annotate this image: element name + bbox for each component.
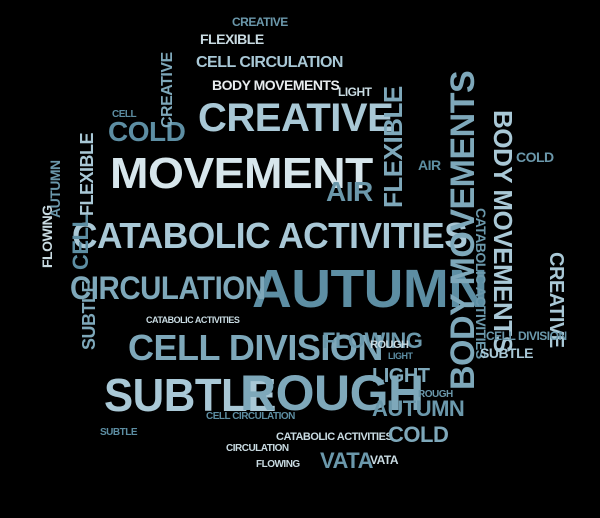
word-flexible: FLEXIBLE xyxy=(378,86,408,208)
word-catabolic-small: CATABOLIC ACTIVITIES xyxy=(276,431,393,443)
word-rough: ROUGH xyxy=(240,365,424,421)
word-movement: MOVEMENT xyxy=(110,149,373,198)
word-light-tiny: LIGHT xyxy=(388,351,413,361)
word-subtle-small: SUBTLE xyxy=(480,345,534,361)
word-vata: VATA xyxy=(320,448,374,473)
word-cell-left: CELL xyxy=(68,214,93,270)
word-light: LIGHT xyxy=(372,365,430,387)
word-light-small: LIGHT xyxy=(338,85,372,99)
word-autumn-left: AUTUMN xyxy=(47,160,63,218)
word-cell-division-small: CELL DIVISION xyxy=(486,329,567,343)
word-autumn-small: AUTUMN xyxy=(372,396,465,421)
word-body-movements-small: BODY MOVEMENTS xyxy=(212,77,340,93)
word-air-small: AIR xyxy=(418,157,441,173)
word-cell-circulation: CELL CIRCULATION xyxy=(196,54,343,71)
word-cold-right: COLD xyxy=(516,149,554,165)
word-catabolic-activities: CATABOLIC ACTIVITIES xyxy=(72,215,468,256)
word-subtle-left: SUBTLE xyxy=(79,281,99,350)
word-air: AIR xyxy=(326,176,373,207)
word-cold: COLD xyxy=(108,116,186,147)
word-cell-circulation-2: CELL CIRCULATION xyxy=(206,411,295,422)
word-catabolic-tiny: CATABOLIC ACTIVITIES xyxy=(146,315,240,325)
word-cell-division: CELL DIVISION xyxy=(128,327,383,368)
word-circulation: CIRCULATION xyxy=(70,270,266,306)
word-creative-left: CREATIVE xyxy=(159,52,176,128)
word-flowing: FLOWING xyxy=(322,328,423,353)
word-circulation-small: CIRCULATION xyxy=(226,443,289,454)
word-creative: CREATIVE xyxy=(198,96,394,140)
word-vata-small: VATA xyxy=(370,453,399,467)
word-flexible-small: FLEXIBLE xyxy=(200,31,264,47)
word-subtle-tiny: SUBTLE xyxy=(100,427,138,438)
word-creative-small: CREATIVE xyxy=(232,15,288,29)
word-rough-tiny: ROUGH xyxy=(418,389,453,400)
word-autumn: AUTUMN xyxy=(252,259,488,319)
word-cold-small: COLD xyxy=(388,422,449,447)
word-subtle: SUBTLE xyxy=(104,369,276,421)
word-rough-small: ROUGH xyxy=(370,339,409,351)
word-flexible-left: FLEXIBLE xyxy=(77,132,97,216)
word-flowing-tiny: FLOWING xyxy=(256,459,300,470)
word-cell-tiny: CELL xyxy=(112,109,137,120)
word-body-movements-2: BODY MOVEMENTS xyxy=(488,110,518,353)
